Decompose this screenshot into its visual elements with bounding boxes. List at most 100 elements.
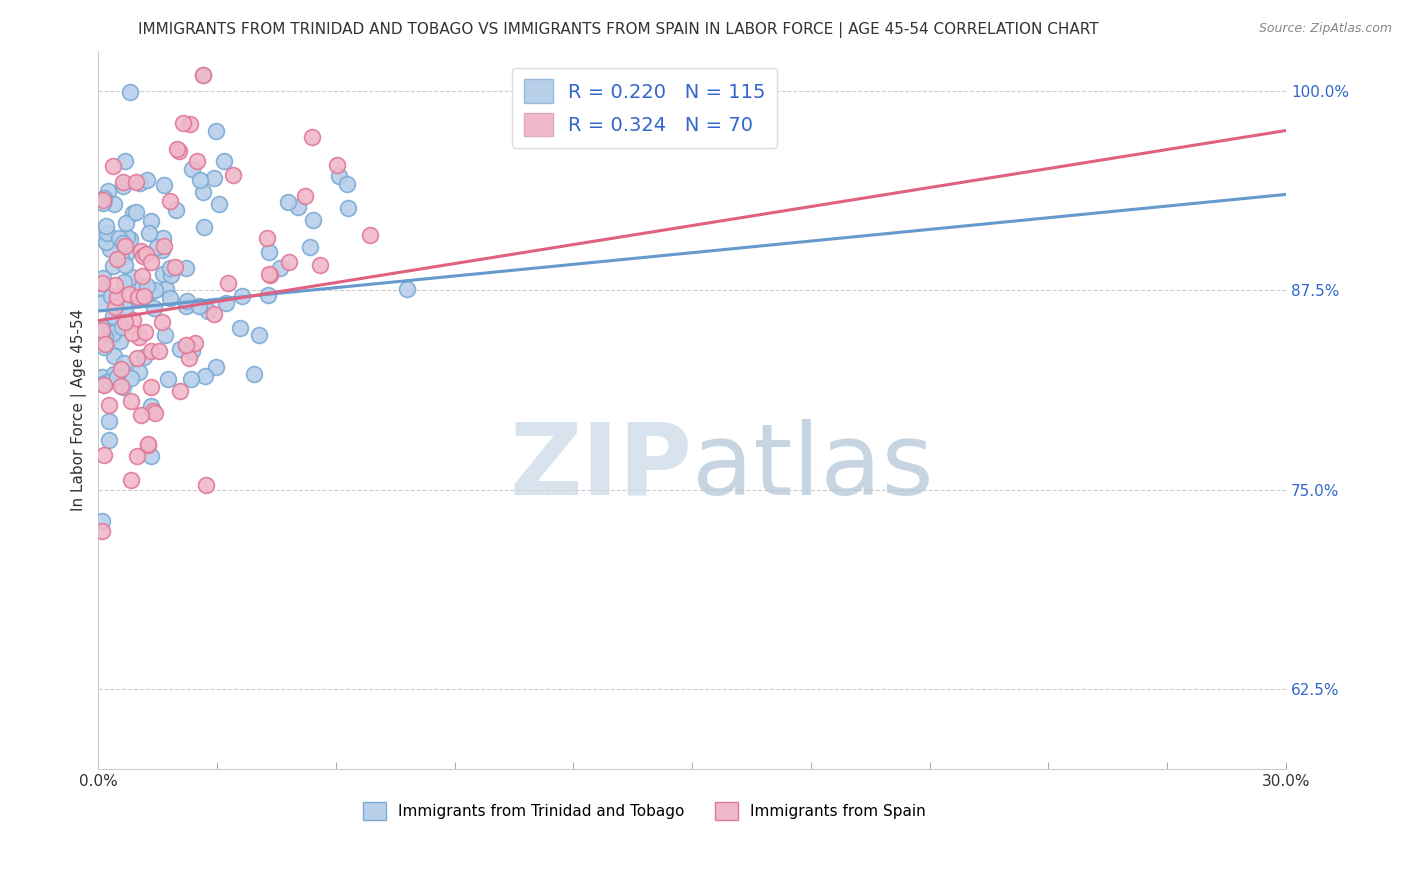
Point [131, 279, 153, 293]
Point [302, 213, 325, 227]
Point [259, 268, 281, 282]
Point [91, 280, 114, 294]
Point [181, 162, 204, 177]
Point [134, 325, 156, 339]
Point [91, 295, 114, 310]
Point [328, 169, 350, 184]
Point [143, 406, 166, 420]
Point [107, 231, 129, 245]
Point [114, 239, 136, 253]
Point [94, 329, 117, 343]
Point [326, 158, 349, 172]
Point [156, 372, 179, 386]
Point [259, 245, 281, 260]
Point [91, 319, 114, 334]
Point [269, 261, 291, 276]
Point [101, 159, 124, 173]
Point [100, 330, 122, 344]
Point [197, 304, 219, 318]
Point [139, 285, 162, 299]
Point [174, 260, 197, 275]
Point [183, 335, 205, 350]
Point [176, 337, 198, 351]
Point [177, 351, 200, 365]
Point [202, 307, 225, 321]
Point [131, 408, 153, 422]
Point [132, 350, 155, 364]
Point [112, 355, 135, 369]
Point [212, 153, 235, 168]
Point [93, 340, 115, 354]
Point [103, 349, 125, 363]
Point [101, 310, 124, 324]
Point [110, 251, 132, 265]
Point [301, 130, 323, 145]
Point [115, 229, 138, 244]
Point [169, 342, 191, 356]
Point [142, 403, 165, 417]
Point [112, 275, 135, 289]
Point [136, 173, 159, 187]
Point [143, 301, 166, 315]
Point [169, 144, 191, 158]
Point [148, 344, 170, 359]
Y-axis label: In Labor Force | Age 45-54: In Labor Force | Age 45-54 [72, 309, 87, 511]
Point [152, 239, 174, 253]
Point [159, 260, 181, 275]
Point [96, 375, 118, 389]
Point [294, 189, 316, 203]
Point [176, 294, 198, 309]
Point [93, 193, 115, 207]
Point [132, 288, 155, 302]
Point [91, 370, 114, 384]
Point [180, 372, 202, 386]
Point [172, 116, 194, 130]
Point [143, 283, 166, 297]
Point [100, 289, 122, 303]
Point [120, 473, 142, 487]
Point [174, 299, 197, 313]
Point [159, 291, 181, 305]
Text: Source: ZipAtlas.com: Source: ZipAtlas.com [1258, 22, 1392, 36]
Point [159, 268, 181, 282]
Point [111, 319, 134, 334]
Point [121, 269, 143, 284]
Point [179, 117, 201, 131]
Point [98, 414, 121, 428]
Point [91, 271, 114, 285]
Point [186, 154, 208, 169]
Point [115, 216, 138, 230]
Point [91, 322, 114, 336]
Point [111, 175, 134, 189]
Point [104, 277, 127, 292]
Point [153, 178, 176, 193]
Point [91, 524, 114, 538]
Point [91, 327, 114, 342]
Point [125, 175, 148, 189]
Point [214, 296, 236, 310]
Point [125, 449, 148, 463]
Point [98, 433, 121, 447]
Point [97, 184, 120, 198]
Point [100, 242, 122, 256]
Point [118, 231, 141, 245]
Point [91, 376, 114, 391]
Point [122, 205, 145, 219]
Point [91, 320, 114, 334]
Point [163, 260, 186, 274]
Point [118, 287, 141, 301]
Point [114, 315, 136, 329]
Point [135, 278, 157, 293]
Point [100, 321, 122, 335]
Point [131, 268, 153, 283]
Point [165, 203, 187, 218]
Point [121, 326, 143, 340]
Point [141, 449, 163, 463]
Point [105, 290, 128, 304]
Point [243, 367, 266, 381]
Point [93, 378, 115, 392]
Point [114, 302, 136, 317]
Point [217, 276, 239, 290]
Text: atlas: atlas [692, 419, 934, 516]
Point [91, 514, 114, 528]
